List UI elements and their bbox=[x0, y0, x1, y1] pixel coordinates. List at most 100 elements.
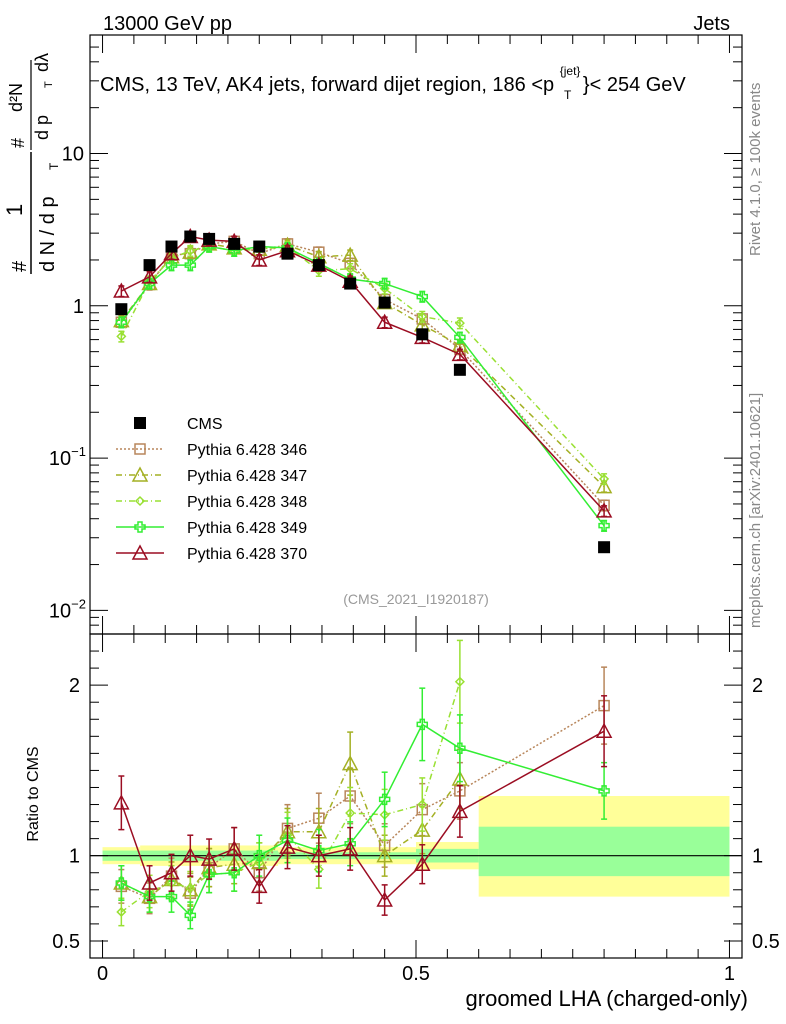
legend-marker bbox=[134, 521, 146, 533]
ratio-y-tick-label-right: 0.5 bbox=[752, 931, 780, 953]
ratio-panel: 0 0.5 1 0.5 0.5 1 1 2 2 bbox=[52, 633, 780, 985]
data-point bbox=[341, 755, 359, 771]
data-point bbox=[184, 230, 197, 243]
data-point bbox=[595, 478, 613, 494]
ratio-y-tick-label-right: 1 bbox=[752, 846, 763, 868]
data-point bbox=[598, 541, 611, 554]
plot-title: CMS, 13 TeV, AK4 jets, forward dijet reg… bbox=[100, 58, 686, 104]
data-point bbox=[376, 313, 393, 329]
main-panel: 10−2 10−1 1 10 bbox=[49, 34, 743, 635]
data-point bbox=[378, 277, 391, 290]
data-point bbox=[228, 237, 241, 250]
rivet-label: Rivet 4.1.0, ≥ 100k events bbox=[747, 83, 764, 256]
ylabel-hash-right: # bbox=[8, 138, 28, 148]
ylabel-right-num: d²N bbox=[6, 83, 26, 112]
legend-entry: Pythia 6.428 347 bbox=[187, 468, 307, 485]
data-point bbox=[595, 722, 613, 738]
main-ylabel: # 1 d N / d p T # d²N d p T dλ bbox=[2, 53, 61, 274]
data-point bbox=[115, 877, 128, 889]
data-point bbox=[185, 883, 196, 894]
data-point bbox=[378, 296, 391, 309]
data-point bbox=[225, 840, 243, 856]
legend-entry: Pythia 6.428 348 bbox=[187, 494, 307, 511]
ylabel-hash-left: # bbox=[9, 260, 31, 272]
ratio-y-tick-label: 2 bbox=[69, 675, 80, 697]
series-line-pythia-6-428-349 bbox=[121, 723, 605, 917]
plot-title-sup: {jet} bbox=[560, 64, 581, 78]
data-point bbox=[341, 246, 359, 262]
data-point bbox=[310, 847, 328, 863]
plot-title-tail: }< 254 GeV bbox=[583, 74, 687, 96]
data-point bbox=[312, 259, 325, 272]
header-left: 13000 GeV pp bbox=[103, 13, 232, 35]
legend: CMS Pythia 6.428 346 Pythia 6.428 347 Pythi… bbox=[116, 416, 307, 563]
data-point bbox=[454, 676, 465, 687]
mcplots-label: mcplots.cern.ch [arXiv:2401.10621] bbox=[747, 393, 764, 628]
data-point bbox=[595, 502, 613, 518]
data-point bbox=[281, 247, 294, 260]
ylabel-num: 1 bbox=[2, 204, 27, 216]
data-point bbox=[416, 718, 429, 731]
ylabel-right-tail: dλ bbox=[32, 53, 52, 72]
data-point bbox=[203, 232, 216, 245]
ylabel-right-den-sub: T bbox=[43, 81, 55, 88]
data-point bbox=[141, 874, 158, 890]
legend-entry: Pythia 6.428 346 bbox=[187, 442, 307, 459]
data-point bbox=[165, 259, 178, 271]
data-point bbox=[253, 849, 266, 862]
x-axis-label: groomed LHA (charged-only) bbox=[466, 986, 748, 1011]
data-point bbox=[165, 890, 178, 903]
data-point bbox=[344, 837, 356, 850]
legend-marker bbox=[131, 544, 149, 560]
legend-marker bbox=[134, 443, 146, 455]
legend-entry: Pythia 6.428 349 bbox=[187, 520, 307, 537]
legend-marker bbox=[131, 466, 149, 482]
y-tick-label: 10−2 bbox=[49, 596, 86, 622]
y-tick-label: 1 bbox=[73, 296, 84, 318]
data-point bbox=[454, 318, 465, 329]
data-point bbox=[417, 311, 428, 322]
ylabel-den: d N / d p bbox=[37, 196, 59, 272]
data-point bbox=[165, 240, 178, 253]
data-point bbox=[113, 794, 130, 810]
data-point bbox=[417, 799, 428, 810]
data-point bbox=[344, 277, 357, 290]
y-tick-label: 10−1 bbox=[49, 444, 86, 470]
data-point bbox=[253, 240, 266, 253]
ylabel-right-den: d p bbox=[32, 115, 52, 140]
x-tick-label: 1 bbox=[724, 963, 735, 985]
ylabel-den-sub: T bbox=[47, 162, 61, 170]
data-point bbox=[345, 807, 356, 819]
x-tick-label: 0.5 bbox=[402, 963, 430, 985]
uncertainty-band-green bbox=[478, 826, 730, 877]
data-point bbox=[598, 785, 610, 797]
series-line-pythia-6-428-346 bbox=[121, 704, 605, 900]
data-point bbox=[378, 793, 391, 806]
ratio-y-tick-label-right: 2 bbox=[752, 675, 763, 697]
legend-entry: CMS bbox=[187, 416, 223, 433]
data-point bbox=[141, 268, 158, 284]
data-point bbox=[598, 519, 610, 532]
ratio-y-tick-label: 1 bbox=[69, 846, 80, 868]
data-point bbox=[184, 259, 197, 271]
data-point bbox=[599, 473, 610, 484]
data-point bbox=[184, 909, 197, 922]
data-point bbox=[376, 891, 393, 907]
watermark: (CMS_2021_I1920187) bbox=[343, 591, 489, 607]
data-point bbox=[113, 282, 130, 298]
data-point bbox=[163, 245, 180, 261]
legend-entry: Pythia 6.428 370 bbox=[187, 546, 307, 563]
plot-title-sub: T bbox=[564, 88, 572, 102]
series-line-pythia-6-428-346 bbox=[120, 240, 605, 506]
data-point bbox=[116, 331, 127, 342]
x-tick-label: 0 bbox=[97, 963, 108, 985]
data-point bbox=[115, 303, 128, 316]
data-point bbox=[451, 345, 469, 362]
data-point bbox=[414, 821, 431, 837]
data-point bbox=[200, 850, 218, 866]
data-point bbox=[182, 847, 199, 863]
data-point bbox=[115, 316, 128, 328]
legend-marker bbox=[134, 495, 146, 507]
data-point bbox=[143, 890, 156, 903]
